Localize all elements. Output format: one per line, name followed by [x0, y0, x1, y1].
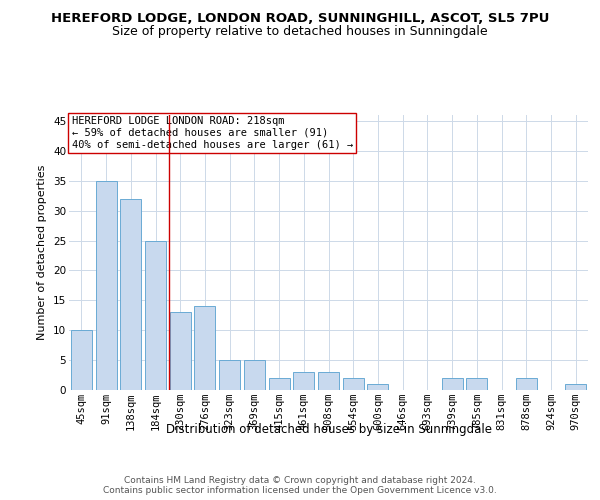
Bar [194, 306, 215, 390]
Text: HEREFORD LODGE, LONDON ROAD, SUNNINGHILL, ASCOT, SL5 7PU: HEREFORD LODGE, LONDON ROAD, SUNNINGHILL… [51, 12, 549, 26]
Text: Contains HM Land Registry data © Crown copyright and database right 2024.
Contai: Contains HM Land Registry data © Crown c… [103, 476, 497, 495]
Bar [343, 378, 364, 390]
Text: Distribution of detached houses by size in Sunningdale: Distribution of detached houses by size … [166, 422, 492, 436]
Bar [95, 181, 116, 390]
Bar [145, 240, 166, 390]
Bar [318, 372, 339, 390]
Bar [466, 378, 487, 390]
Y-axis label: Number of detached properties: Number of detached properties [37, 165, 47, 340]
Bar [565, 384, 586, 390]
Bar [71, 330, 92, 390]
Bar [269, 378, 290, 390]
Bar [442, 378, 463, 390]
Bar [293, 372, 314, 390]
Bar [367, 384, 388, 390]
Bar [516, 378, 537, 390]
Text: HEREFORD LODGE LONDON ROAD: 218sqm
← 59% of detached houses are smaller (91)
40%: HEREFORD LODGE LONDON ROAD: 218sqm ← 59%… [71, 116, 353, 150]
Bar [170, 312, 191, 390]
Bar [120, 198, 141, 390]
Bar [244, 360, 265, 390]
Bar [219, 360, 240, 390]
Text: Size of property relative to detached houses in Sunningdale: Size of property relative to detached ho… [112, 25, 488, 38]
